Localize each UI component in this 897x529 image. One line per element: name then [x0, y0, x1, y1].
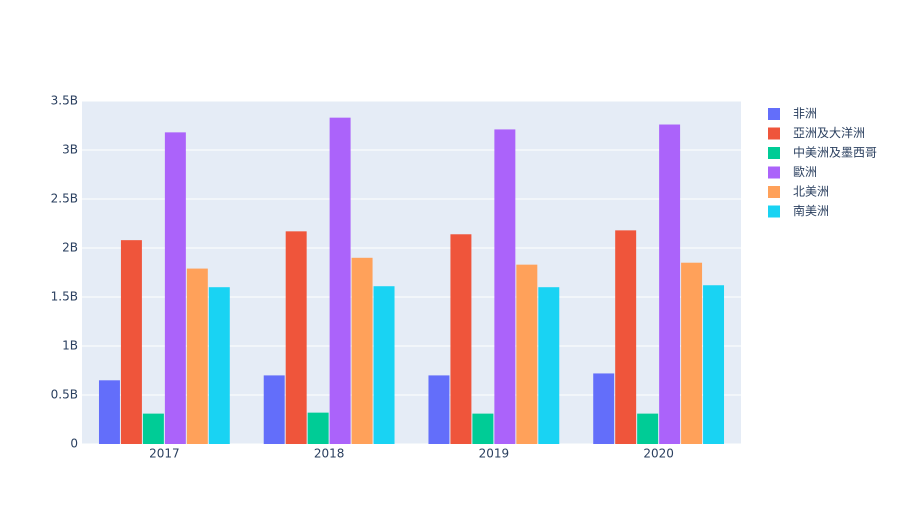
legend-swatch	[768, 108, 780, 120]
bar	[164, 132, 186, 445]
bar	[263, 375, 285, 444]
legend-label: 中美洲及墨西哥	[793, 145, 877, 160]
y-tick-label: 3B	[62, 143, 78, 157]
bar	[516, 264, 538, 444]
bar	[659, 124, 681, 445]
y-tick-label: 2.5B	[51, 192, 78, 206]
y-tick-label: 3.5B	[51, 94, 78, 108]
bar	[637, 413, 659, 444]
bar	[593, 373, 615, 444]
bar	[681, 262, 703, 444]
legend-swatch	[768, 186, 780, 198]
legend-label: 亞洲及大洋洲	[793, 125, 865, 140]
x-tick-label: 2020	[643, 447, 674, 461]
x-tick-label: 2019	[479, 447, 510, 461]
bar	[538, 287, 560, 444]
legend-label: 非洲	[793, 107, 817, 121]
y-tick-label: 1.5B	[51, 290, 78, 304]
bar	[98, 380, 120, 444]
bar	[186, 268, 208, 444]
legend-swatch	[768, 147, 780, 159]
y-tick-label: 0.5B	[51, 388, 78, 402]
bar	[428, 375, 450, 444]
bar	[351, 257, 373, 444]
bar	[373, 286, 395, 444]
legend-swatch	[768, 166, 780, 179]
bar	[703, 285, 725, 444]
bar	[472, 413, 494, 444]
y-tick-label: 0	[70, 437, 78, 451]
bar	[307, 412, 329, 444]
bar	[285, 231, 307, 444]
x-tick-label: 2018	[314, 447, 345, 461]
y-tick-label: 2B	[62, 241, 78, 255]
legend-swatch	[768, 205, 780, 218]
x-tick-label: 2017	[149, 447, 180, 461]
legend-label: 南美洲	[793, 203, 829, 218]
legend-label: 歐洲	[793, 164, 817, 179]
bar	[208, 287, 230, 444]
bar	[120, 240, 142, 444]
legend-swatch	[768, 127, 780, 140]
y-tick-label: 1B	[62, 339, 78, 353]
bar	[450, 234, 472, 444]
bar	[142, 413, 164, 444]
legend-label: 北美洲	[793, 185, 829, 199]
bar	[615, 230, 637, 444]
bar	[329, 117, 351, 444]
bar	[494, 129, 516, 445]
